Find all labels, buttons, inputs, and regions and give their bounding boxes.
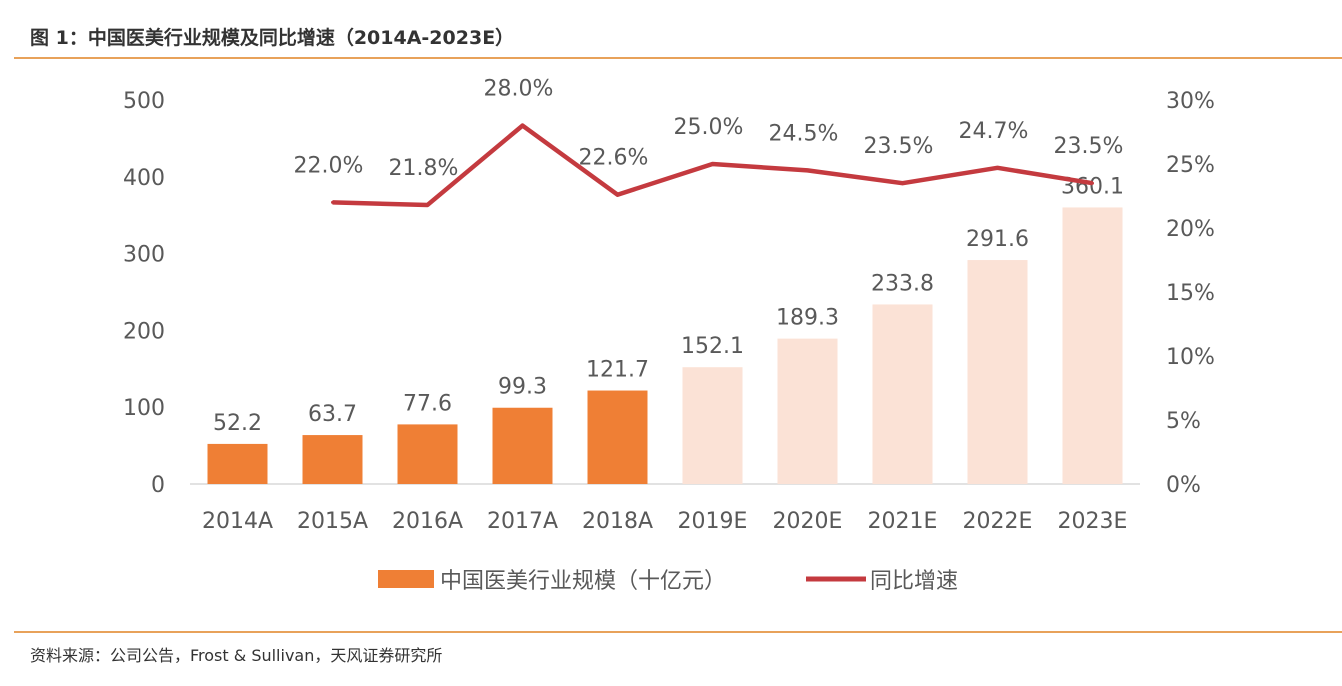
growth-point-2022E [996, 166, 999, 170]
growth-label: 22.6% [579, 146, 649, 171]
bar-2018A [587, 390, 648, 484]
bar-2019E [682, 367, 743, 484]
x-axis-tick: 2017A [487, 509, 558, 534]
bar-label: 99.3 [498, 375, 547, 400]
left-axis-tick: 500 [123, 89, 165, 114]
growth-point-2015A [331, 200, 334, 204]
x-axis-tick: 2019E [678, 509, 748, 534]
growth-point-2017A [521, 124, 524, 128]
source-note: 资料来源：公司公告，Frost & Sullivan，天风证券研究所 [30, 646, 442, 665]
x-axis-tick: 2022E [963, 509, 1033, 534]
growth-point-2018A [616, 193, 619, 197]
bar-2016A [397, 424, 458, 484]
legend-line-label: 同比增速 [870, 569, 958, 594]
bar-2017A [492, 407, 553, 484]
growth-label: 23.5% [864, 134, 934, 159]
right-axis-tick: 30% [1166, 89, 1215, 114]
bar-label: 63.7 [308, 402, 357, 427]
growth-label: 23.5% [1054, 134, 1124, 159]
growth-point-2021E [901, 181, 904, 185]
growth-label: 25.0% [674, 115, 744, 140]
x-axis-tick: 2023E [1058, 509, 1128, 534]
bar-label: 52.2 [213, 411, 262, 436]
bar-label: 121.7 [586, 358, 649, 383]
growth-label: 28.0% [484, 77, 554, 102]
bar-label: 189.3 [776, 306, 839, 331]
bar-2023E [1062, 207, 1123, 484]
growth-label: 22.0% [294, 153, 364, 178]
x-axis-tick: 2018A [582, 509, 653, 534]
x-axis-tick: 2014A [202, 509, 273, 534]
bar-label: 152.1 [681, 334, 744, 359]
growth-point-2019E [711, 162, 714, 166]
legend-bar-label: 中国医美行业规模（十亿元） [440, 569, 726, 594]
chart-title: 图 1：中国医美行业规模及同比增速（2014A-2023E） [30, 26, 514, 49]
growth-point-2016A [426, 203, 429, 207]
right-axis-tick: 5% [1166, 409, 1201, 434]
right-axis-tick: 20% [1166, 217, 1215, 242]
legend: 中国医美行业规模（十亿元） 同比增速 [378, 569, 958, 594]
x-axis-tick: 2021E [868, 509, 938, 534]
left-axis-tick: 200 [123, 319, 165, 344]
bar-2021E [872, 304, 933, 484]
bar-label: 291.6 [966, 227, 1029, 252]
bar-2022E [967, 260, 1028, 484]
x-axis-tick: 2016A [392, 509, 463, 534]
growth-label: 24.7% [959, 119, 1029, 144]
right-axis-tick: 0% [1166, 473, 1201, 498]
right-axis-tick: 10% [1166, 345, 1215, 370]
bar-2015A [302, 435, 363, 484]
plot-area: 0 100 200 300 400 500 0% 5% 10% 15% 20% 25% 30% 52.2 2… [123, 77, 1215, 534]
left-axis-tick: 100 [123, 396, 165, 421]
left-axis-tick: 0 [151, 473, 165, 498]
legend-bar-swatch [378, 570, 434, 588]
growth-label: 21.8% [389, 156, 459, 181]
bar-label: 233.8 [871, 271, 934, 296]
x-axis-tick: 2015A [297, 509, 368, 534]
right-axis-tick: 25% [1166, 153, 1215, 178]
growth-point-2023E [1091, 181, 1094, 185]
x-axis-tick: 2020E [773, 509, 843, 534]
left-axis-tick: 300 [123, 243, 165, 268]
growth-point-2020E [806, 168, 809, 172]
bar-label: 77.6 [403, 391, 452, 416]
left-axis-tick: 400 [123, 166, 165, 191]
right-axis-tick: 15% [1166, 281, 1215, 306]
bar-2014A [207, 443, 268, 484]
bar-2020E [777, 338, 838, 484]
growth-label: 24.5% [769, 121, 839, 146]
